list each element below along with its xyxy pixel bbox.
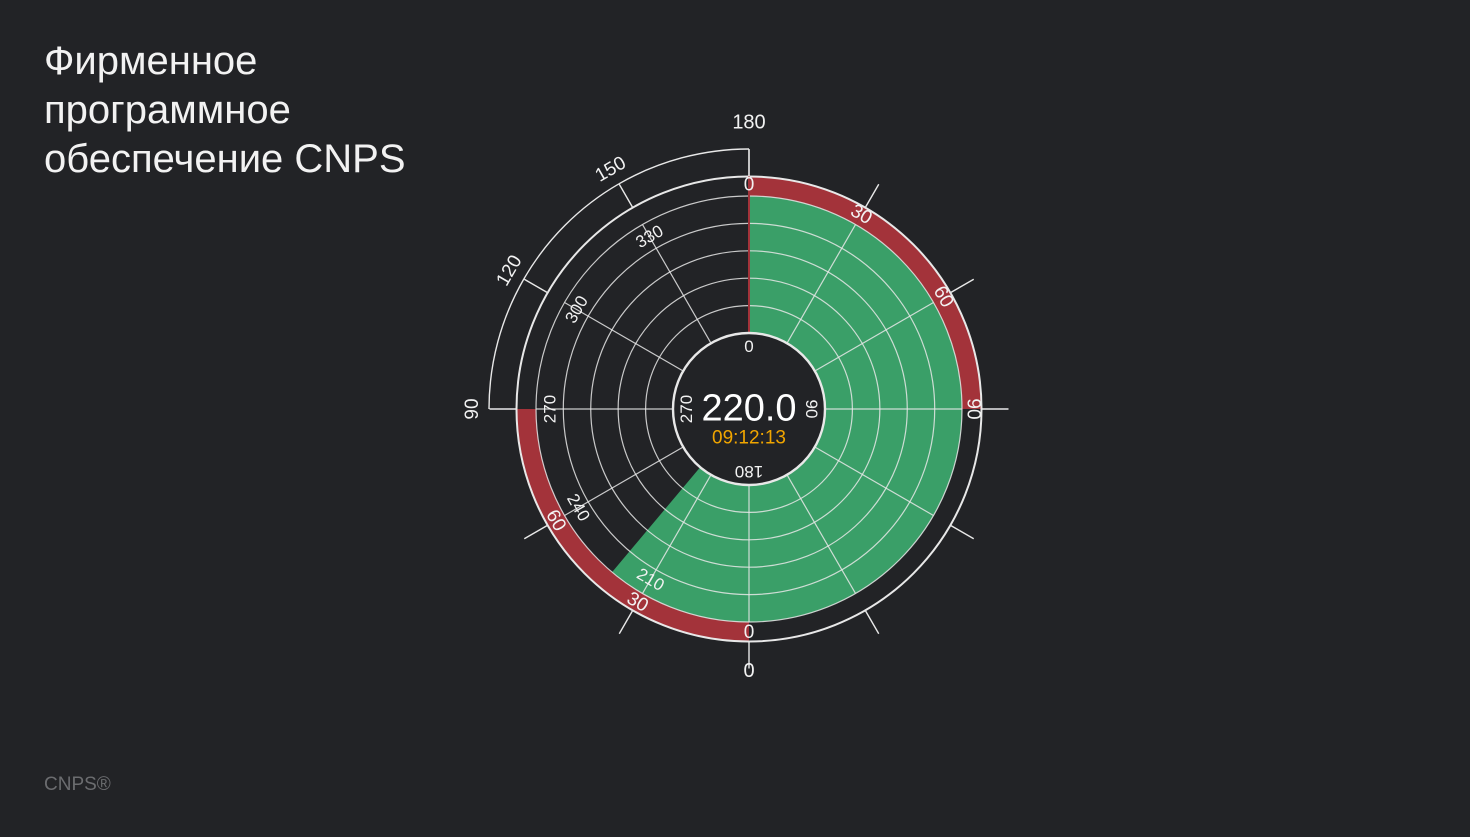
svg-text:0: 0 xyxy=(744,174,755,195)
svg-text:180: 180 xyxy=(732,111,765,133)
svg-text:09:12:13: 09:12:13 xyxy=(712,427,786,448)
svg-text:0: 0 xyxy=(743,660,754,682)
svg-text:220.0: 220.0 xyxy=(701,387,796,429)
svg-text:330: 330 xyxy=(632,221,666,252)
svg-text:180: 180 xyxy=(735,462,763,481)
svg-text:90: 90 xyxy=(963,398,984,419)
svg-text:0: 0 xyxy=(744,337,753,356)
svg-text:0: 0 xyxy=(744,622,755,643)
svg-text:90: 90 xyxy=(462,398,483,419)
svg-text:270: 270 xyxy=(677,395,696,423)
svg-text:90: 90 xyxy=(802,400,821,419)
svg-text:300: 300 xyxy=(561,292,592,326)
svg-text:270: 270 xyxy=(540,395,559,423)
